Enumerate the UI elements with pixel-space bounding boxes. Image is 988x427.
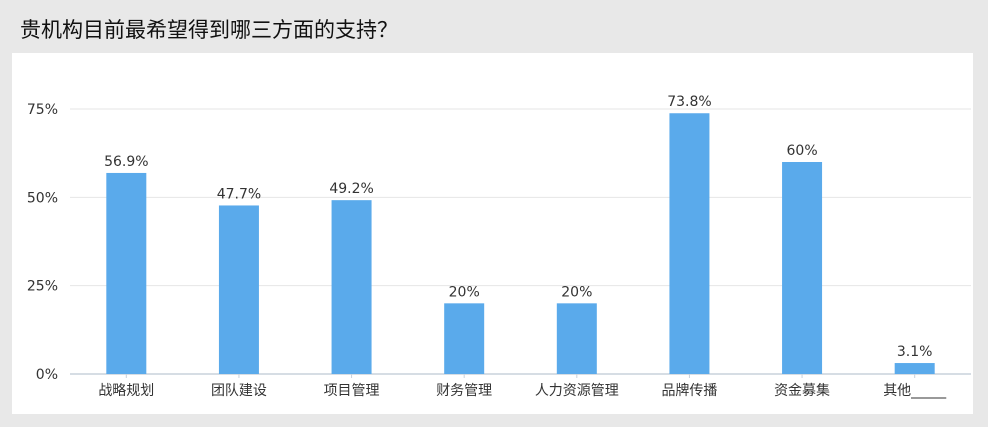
x-tick-label: 资金募集 (774, 382, 830, 399)
data-label: 73.8% (667, 94, 711, 110)
x-tick-label: 人力资源管理 (535, 383, 619, 399)
bar-chart: 56.9% 47.7% 49.2% 20% 20% 73.8% 60% 3.1% 战略规划 团队… (27, 94, 971, 399)
x-tick-label: 其他_____ (883, 383, 947, 399)
bar (556, 303, 597, 374)
bar (782, 162, 823, 374)
data-label: 20% (449, 284, 480, 300)
y-tick-label: 50% (27, 190, 58, 206)
bar (894, 363, 935, 374)
bar (331, 200, 372, 374)
data-label: 56.9% (104, 154, 148, 170)
chart-panel: 56.9% 47.7% 49.2% 20% 20% 73.8% 60% 3.1% 战略规划 团队… (12, 53, 973, 414)
bar (218, 205, 259, 374)
x-tick-label: 项目管理 (324, 383, 380, 399)
y-tick-label: 75% (27, 102, 58, 118)
gridlines (70, 108, 971, 287)
bar (669, 113, 710, 375)
y-tick-labels: 0% 25% 50% 75% (27, 102, 58, 383)
x-tick-label: 品牌传播 (661, 382, 717, 399)
axes (70, 373, 971, 378)
data-label: 60% (787, 143, 818, 159)
data-label: 47.7% (217, 186, 261, 202)
y-tick-label: 25% (27, 279, 58, 295)
data-label: 49.2% (329, 181, 373, 197)
data-label: 3.1% (897, 344, 933, 360)
page-title: 贵机构目前最希望得到哪三方面的支持？ (20, 18, 398, 42)
data-labels: 56.9% 47.7% 49.2% 20% 20% 73.8% 60% 3.1% (104, 94, 932, 360)
x-tick-label: 战略规划 (98, 383, 154, 399)
data-label: 20% (561, 284, 592, 300)
x-tick-label: 团队建设 (211, 383, 267, 399)
x-tick-labels: 战略规划 团队建设 项目管理 财务管理 人力资源管理 品牌传播 资金募集 其他_____ (98, 382, 947, 399)
x-tick-label: 财务管理 (436, 383, 492, 399)
y-tick-label: 0% (36, 367, 58, 383)
bar (444, 303, 485, 374)
bars (106, 113, 935, 375)
bar (106, 172, 147, 374)
